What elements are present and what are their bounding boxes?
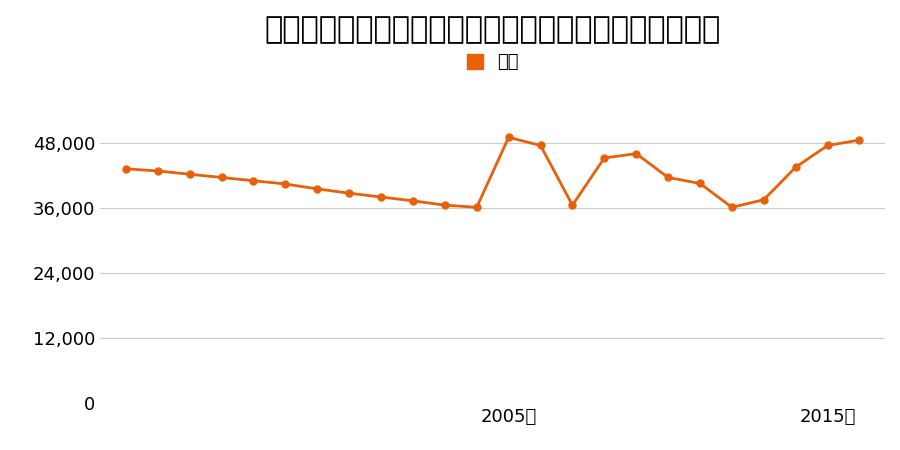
Legend: 価格: 価格 [459, 46, 526, 78]
Title: 福島県いわき市好間町小谷作字作畑１３番３の地価推移: 福島県いわき市好間町小谷作字作畑１３番３の地価推移 [265, 15, 721, 44]
